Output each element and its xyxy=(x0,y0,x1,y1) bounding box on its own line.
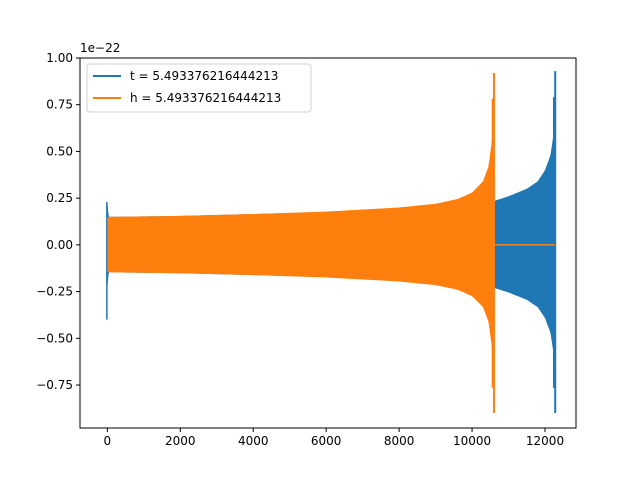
x-tick-label: 10000 xyxy=(453,434,491,448)
x-tick-label: 12000 xyxy=(526,434,564,448)
y-tick-label: 0.00 xyxy=(46,238,73,252)
y-tick-label: 1.00 xyxy=(46,51,73,65)
x-tick-label: 2000 xyxy=(165,434,196,448)
y-tick-label: −0.50 xyxy=(36,331,73,345)
y-tick-label: 0.25 xyxy=(46,191,73,205)
legend-box xyxy=(86,63,312,113)
legend-label: h = 5.493376216444213 xyxy=(130,91,281,105)
x-tick-label: 0 xyxy=(104,434,112,448)
y-tick-label: −0.25 xyxy=(36,285,73,299)
legend: t = 5.493376216444213 h = 5.4933762164442… xyxy=(86,63,312,113)
series-layer xyxy=(106,71,557,414)
y-tick-label: 0.75 xyxy=(46,98,73,112)
y-tick-label: −0.75 xyxy=(36,378,73,392)
y-tick-label: 0.50 xyxy=(46,144,73,158)
x-tick-label: 8000 xyxy=(384,434,415,448)
series-2-line xyxy=(107,72,556,414)
x-tick-label: 4000 xyxy=(238,434,269,448)
x-tick-label: 6000 xyxy=(311,434,342,448)
x-axis: 0 2000 4000 6000 8000 10000 12000 xyxy=(104,428,564,448)
plot-frame xyxy=(79,57,577,429)
legend-label: t = 5.493376216444213 xyxy=(130,69,278,83)
y-offset-label: 1e−22 xyxy=(80,41,120,55)
y-axis: −0.75 −0.50 −0.25 0.00 0.25 0.50 0.75 1.00 xyxy=(36,51,80,392)
